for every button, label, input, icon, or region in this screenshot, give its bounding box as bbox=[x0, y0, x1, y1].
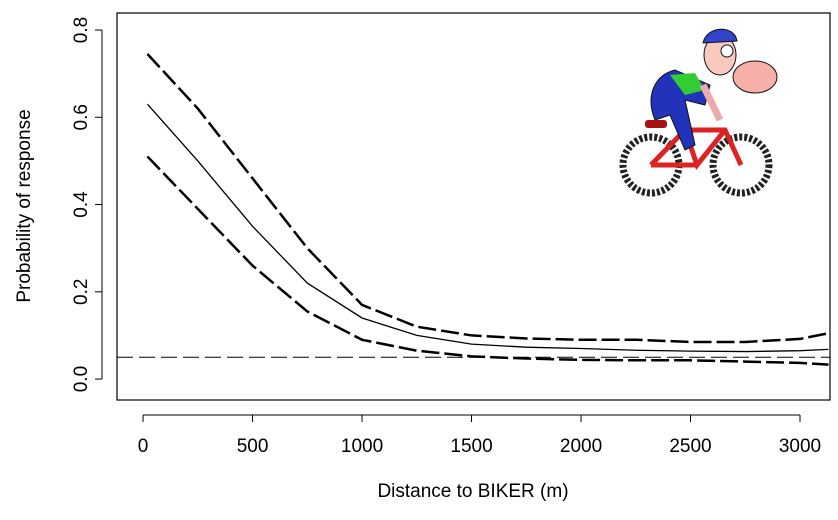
x-tick-label: 2500 bbox=[669, 436, 711, 457]
series-line bbox=[146, 53, 829, 344]
series-line bbox=[146, 155, 829, 366]
series-line bbox=[146, 103, 829, 353]
y-axis-label: Probability of response bbox=[14, 109, 35, 302]
x-tick-label: 3000 bbox=[779, 436, 821, 457]
y-tick-label: 0.2 bbox=[71, 279, 92, 305]
plot-frame bbox=[116, 12, 831, 401]
y-tick-label: 0.0 bbox=[71, 366, 92, 392]
biker-illustration bbox=[619, 28, 778, 197]
y-tick-label: 0.8 bbox=[71, 17, 92, 43]
y-tick-label: 0.6 bbox=[71, 104, 92, 130]
x-tick-label: 500 bbox=[237, 436, 269, 457]
x-tick-label: 2000 bbox=[560, 436, 602, 457]
y-tick-label: 0.4 bbox=[71, 191, 92, 218]
x-tick-label: 1500 bbox=[450, 436, 492, 457]
x-axis-label: Distance to BIKER (m) bbox=[377, 481, 568, 502]
x-tick-label: 0 bbox=[138, 436, 149, 457]
x-tick-label: 1000 bbox=[341, 436, 383, 457]
